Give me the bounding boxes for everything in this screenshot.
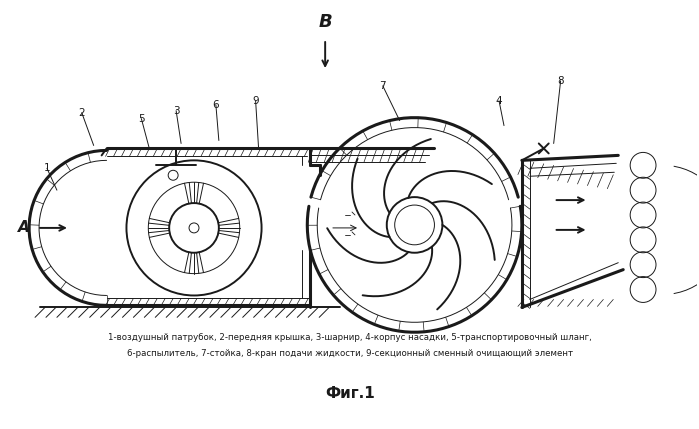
Text: 7: 7	[380, 81, 386, 91]
Text: A: A	[18, 221, 30, 236]
Text: 8: 8	[557, 76, 564, 86]
Text: 4: 4	[496, 96, 503, 106]
Text: B: B	[318, 13, 332, 31]
Text: 5: 5	[138, 114, 145, 124]
Text: 9: 9	[252, 96, 259, 106]
Text: Фиг.1: Фиг.1	[325, 387, 375, 402]
Text: 2: 2	[78, 108, 85, 118]
Text: 6: 6	[212, 100, 219, 110]
Text: 1: 1	[43, 163, 50, 173]
Text: 1-воздушный патрубок, 2-передняя крышка, 3-шарнир, 4-корпус насадки, 5-транспорт: 1-воздушный патрубок, 2-передняя крышка,…	[108, 333, 592, 342]
Text: 6-распылитель, 7-стойка, 8-кран подачи жидкости, 9-секционный сменный очищающий : 6-распылитель, 7-стойка, 8-кран подачи ж…	[127, 349, 573, 358]
Text: 3: 3	[173, 106, 180, 116]
